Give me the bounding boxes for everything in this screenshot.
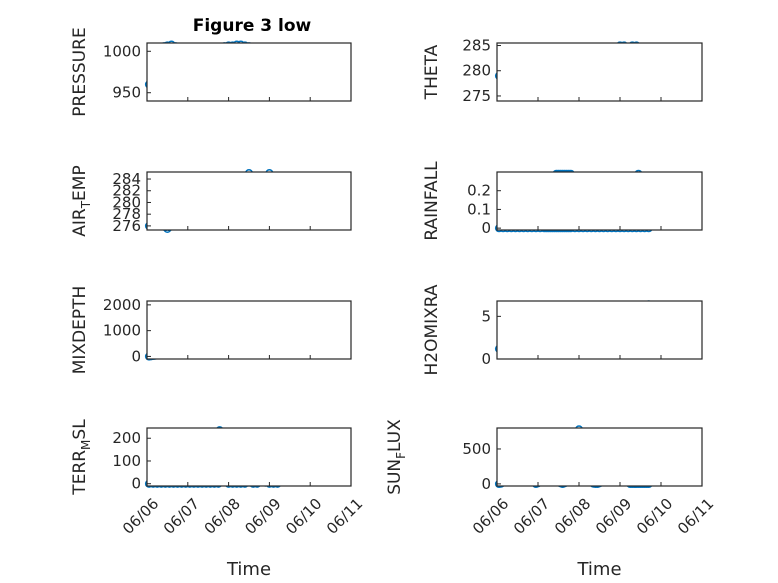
y-tick-label: 0 (481, 475, 491, 493)
y-tick-label: 0 (481, 350, 491, 368)
y-tick-label: 1000 (103, 322, 141, 340)
y-tick-label: 282 (112, 182, 141, 200)
y-tick-label: 500 (462, 440, 491, 458)
y-tick-label: 950 (112, 84, 141, 102)
y-axis-label: MIXDEPTH (70, 286, 90, 375)
y-axis-label: TERRMSL (70, 419, 93, 496)
axes-frame (496, 427, 703, 487)
subplot-h2omixra: 0 5 H2OMIXRA (422, 284, 703, 376)
axes-frame (496, 300, 703, 360)
subplot-pressure: 950 1000 PRESSURE (70, 27, 352, 117)
y-tick-label: 2000 (103, 296, 141, 314)
figure-title: Figure 3 low (193, 16, 312, 36)
y-axis-label: SUNFLUX (385, 419, 408, 495)
y-tick-label: 200 (112, 429, 141, 447)
x-axis-label: Time (576, 559, 621, 580)
y-tick-label: 0.1 (467, 200, 491, 218)
y-tick-label: 1000 (103, 42, 141, 60)
x-axis-label: Time (226, 559, 271, 580)
subplot-theta: 275 280 285 THETA (422, 37, 703, 105)
y-tick-label: 280 (462, 62, 491, 80)
y-axis-label: THETA (422, 44, 442, 100)
axes-frame (496, 171, 703, 231)
subplot-mixdepth: 0 1000 2000 MIXDEPTH (70, 286, 352, 375)
axes-frame (146, 171, 352, 231)
y-tick-label: 0 (131, 475, 141, 493)
y-axis-label: AIRTEMP (70, 165, 93, 236)
y-axis-label: H2OMIXRA (422, 284, 442, 375)
axes-frame (146, 427, 352, 487)
y-tick-label: 0 (481, 219, 491, 237)
y-tick-label: 0 (131, 347, 141, 365)
axes-frame (146, 42, 352, 102)
y-tick-label: 5 (481, 307, 491, 325)
axes-frame (496, 42, 703, 102)
axes-frame (146, 300, 352, 360)
y-tick-label: 0.2 (467, 182, 491, 200)
y-tick-label: 276 (112, 217, 141, 235)
y-tick-label: 278 (112, 205, 141, 223)
y-tick-label: 275 (462, 87, 491, 105)
y-tick-label: 285 (462, 37, 491, 55)
y-axis-label: PRESSURE (70, 27, 90, 116)
y-tick-label: 100 (112, 452, 141, 470)
y-tick-label: 284 (112, 170, 141, 188)
y-tick-label: 280 (112, 193, 141, 211)
subplot-rainfall: 00.10.2 RAINFALL (422, 161, 703, 241)
y-axis-label: RAINFALL (422, 161, 442, 241)
